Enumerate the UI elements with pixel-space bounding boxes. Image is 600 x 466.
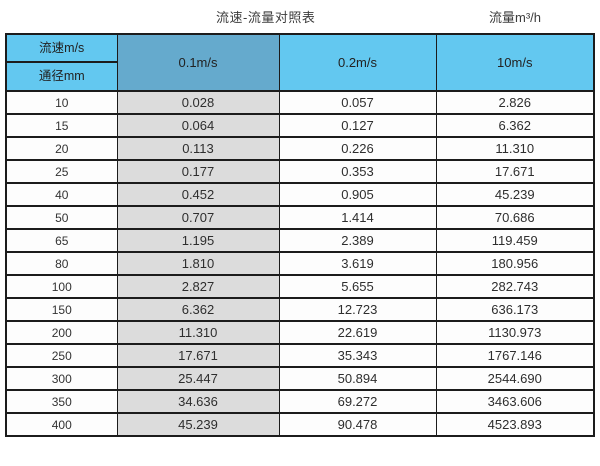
flow-value-cell: 69.272 xyxy=(278,389,437,414)
flow-value-cell: 180.956 xyxy=(435,251,595,276)
table-row: 25 0.177 0.353 17.671 xyxy=(5,159,595,184)
flow-value-cell: 0.028 xyxy=(116,90,280,115)
flow-value-cell: 0.905 xyxy=(278,182,437,207)
diameter-cell: 250 xyxy=(5,343,118,368)
flow-value-cell: 119.459 xyxy=(435,228,595,253)
flow-value-cell: 0.127 xyxy=(278,113,437,138)
flow-value-cell: 22.619 xyxy=(278,320,437,345)
flow-value-cell: 17.671 xyxy=(435,159,595,184)
flow-value-cell: 0.452 xyxy=(116,182,280,207)
table-row: 65 1.195 2.389 119.459 xyxy=(5,228,595,253)
flow-value-cell: 2.827 xyxy=(116,274,280,299)
table-header: 流速m/s 通径mm 0.1m/s 0.2m/s 10m/s xyxy=(5,33,595,92)
table-row: 250 17.671 35.343 1767.146 xyxy=(5,343,595,368)
diameter-cell: 25 xyxy=(5,159,118,184)
flow-value-cell: 12.723 xyxy=(278,297,437,322)
diameter-cell: 100 xyxy=(5,274,118,299)
diameter-cell: 350 xyxy=(5,389,118,414)
flow-value-cell: 282.743 xyxy=(435,274,595,299)
flow-value-cell: 2.389 xyxy=(278,228,437,253)
flow-value-cell: 0.707 xyxy=(116,205,280,230)
table-row: 400 45.239 90.478 4523.893 xyxy=(5,412,595,437)
diameter-cell: 40 xyxy=(5,182,118,207)
diameter-axis-label: 通径mm xyxy=(7,63,117,90)
flow-value-cell: 6.362 xyxy=(116,297,280,322)
flow-value-cell: 50.894 xyxy=(278,366,437,391)
flow-value-cell: 70.686 xyxy=(435,205,595,230)
flow-value-cell: 11.310 xyxy=(116,320,280,345)
diameter-cell: 200 xyxy=(5,320,118,345)
title-row: 流速-流量对照表 流量m³/h xyxy=(0,0,600,33)
table-title: 流速-流量对照表 xyxy=(216,10,316,25)
diameter-cell: 15 xyxy=(5,113,118,138)
flow-value-cell: 90.478 xyxy=(278,412,437,437)
table-row: 300 25.447 50.894 2544.690 xyxy=(5,366,595,391)
diameter-cell: 300 xyxy=(5,366,118,391)
table-row: 10 0.028 0.057 2.826 xyxy=(5,90,595,115)
table-row: 100 2.827 5.655 282.743 xyxy=(5,274,595,299)
header-row: 流速m/s 通径mm 0.1m/s 0.2m/s 10m/s xyxy=(5,33,595,92)
flow-value-cell: 4523.893 xyxy=(435,412,595,437)
flow-value-cell: 1767.146 xyxy=(435,343,595,368)
flow-value-cell: 2.826 xyxy=(435,90,595,115)
table-row: 15 0.064 0.127 6.362 xyxy=(5,113,595,138)
diameter-cell: 150 xyxy=(5,297,118,322)
diameter-cell: 400 xyxy=(5,412,118,437)
flow-value-cell: 0.177 xyxy=(116,159,280,184)
column-header-0-2ms: 0.2m/s xyxy=(278,33,437,92)
flow-value-cell: 6.362 xyxy=(435,113,595,138)
diameter-cell: 65 xyxy=(5,228,118,253)
flow-value-cell: 1.195 xyxy=(116,228,280,253)
table-body: 10 0.028 0.057 2.826 15 0.064 0.127 6.362 20 0.11… xyxy=(5,90,595,437)
flow-value-cell: 0.353 xyxy=(278,159,437,184)
velocity-axis-label: 流速m/s xyxy=(7,35,117,63)
flow-value-cell: 0.064 xyxy=(116,113,280,138)
flow-value-cell: 17.671 xyxy=(116,343,280,368)
diameter-cell: 50 xyxy=(5,205,118,230)
flow-value-cell: 0.226 xyxy=(278,136,437,161)
flow-value-cell: 1.414 xyxy=(278,205,437,230)
corner-header-cell: 流速m/s 通径mm xyxy=(5,33,118,92)
flow-value-cell: 1130.973 xyxy=(435,320,595,345)
diameter-cell: 10 xyxy=(5,90,118,115)
flow-value-cell: 0.057 xyxy=(278,90,437,115)
diameter-cell: 20 xyxy=(5,136,118,161)
flow-value-cell: 35.343 xyxy=(278,343,437,368)
table-row: 350 34.636 69.272 3463.606 xyxy=(5,389,595,414)
table-row: 50 0.707 1.414 70.686 xyxy=(5,205,595,230)
flow-value-cell: 5.655 xyxy=(278,274,437,299)
flow-value-cell: 3463.606 xyxy=(435,389,595,414)
flow-value-cell: 45.239 xyxy=(116,412,280,437)
table-row: 40 0.452 0.905 45.239 xyxy=(5,182,595,207)
diameter-cell: 80 xyxy=(5,251,118,276)
table-row: 200 11.310 22.619 1130.973 xyxy=(5,320,595,345)
flow-value-cell: 11.310 xyxy=(435,136,595,161)
flow-value-cell: 2544.690 xyxy=(435,366,595,391)
flow-value-cell: 0.113 xyxy=(116,136,280,161)
flow-value-cell: 636.173 xyxy=(435,297,595,322)
flow-value-cell: 34.636 xyxy=(116,389,280,414)
table-row: 20 0.113 0.226 11.310 xyxy=(5,136,595,161)
flow-value-cell: 45.239 xyxy=(435,182,595,207)
flow-value-cell: 3.619 xyxy=(278,251,437,276)
flow-rate-table: 流速m/s 通径mm 0.1m/s 0.2m/s 10m/s 10 0.028 0.… xyxy=(5,33,595,437)
column-header-10ms: 10m/s xyxy=(435,33,595,92)
flow-value-cell: 25.447 xyxy=(116,366,280,391)
flow-value-cell: 1.810 xyxy=(116,251,280,276)
table-row: 80 1.810 3.619 180.956 xyxy=(5,251,595,276)
table-row: 150 6.362 12.723 636.173 xyxy=(5,297,595,322)
flow-unit-label: 流量m³/h xyxy=(489,10,542,25)
column-header-0-1ms: 0.1m/s xyxy=(116,33,280,92)
